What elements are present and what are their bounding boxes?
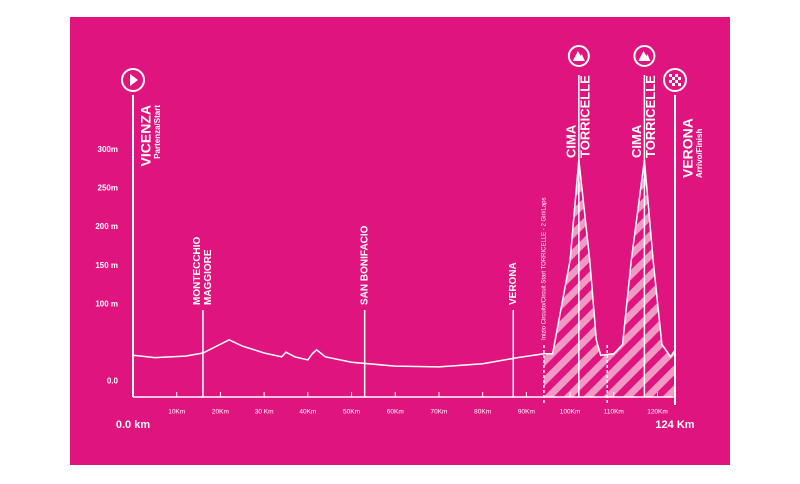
- location-label: TORRICELLE: [577, 75, 592, 158]
- location-label: VICENZA: [138, 105, 154, 166]
- x-tick-label: 30 Km: [255, 409, 274, 416]
- icon: [675, 80, 678, 83]
- y-tick-label: 300m: [98, 145, 118, 154]
- icon: [675, 74, 678, 77]
- location-label: TORRICELLE: [643, 75, 658, 158]
- icon: [669, 74, 672, 77]
- x-tick-label: 20Km: [212, 409, 229, 416]
- icon: [638, 51, 651, 61]
- y-tick-label: 250m: [98, 184, 118, 193]
- y-tick-label: 0.0: [107, 377, 119, 386]
- icon: [572, 51, 585, 61]
- location-label: Inizio Circuito/Circuit Start TORRICELLE…: [541, 198, 547, 341]
- location-label: CIMA: [629, 124, 644, 158]
- x-tick-label: 90Km: [518, 409, 535, 416]
- icon: [669, 80, 672, 83]
- x-tick-label: 70Km: [430, 409, 447, 416]
- x-tick-label: 110Km: [604, 409, 624, 416]
- x-tick-label: 10Km: [168, 409, 185, 416]
- elevation-line: [132, 159, 676, 368]
- background: [70, 17, 730, 465]
- y-tick-label: 100 m: [95, 299, 118, 308]
- location-sublabel: Partenza/Start: [153, 105, 162, 159]
- x-tick-label: 80Km: [474, 409, 491, 416]
- location-label: CIMA: [563, 124, 578, 158]
- y-tick-label: 150 m: [95, 261, 118, 270]
- circuit-area: [543, 159, 675, 397]
- location-label: MONTECCHIO: [192, 236, 203, 305]
- location-label: SAN BONIFACIO: [359, 225, 370, 305]
- x-tick-label: 50Km: [343, 409, 360, 416]
- x-tick-label: 100Km: [560, 409, 581, 416]
- icon: [672, 83, 675, 86]
- icon: [678, 83, 681, 86]
- y-tick-label: 200 m: [95, 222, 118, 231]
- location-label: VERONA: [680, 118, 696, 178]
- x-tick-label: 60Km: [387, 409, 404, 416]
- icon: [678, 77, 681, 80]
- location-label: VERONA: [508, 262, 519, 305]
- icon: [130, 74, 138, 86]
- location-sublabel: Arrivo/Finish: [695, 129, 704, 178]
- icon: [672, 77, 675, 80]
- x-end-label: 124 Km: [655, 419, 694, 431]
- x-tick-label: 120Km: [647, 409, 668, 416]
- x-end-label: 0.0 km: [116, 419, 150, 431]
- x-tick-label: 40Km: [299, 409, 316, 416]
- location-label: MAGGIORE: [203, 249, 214, 305]
